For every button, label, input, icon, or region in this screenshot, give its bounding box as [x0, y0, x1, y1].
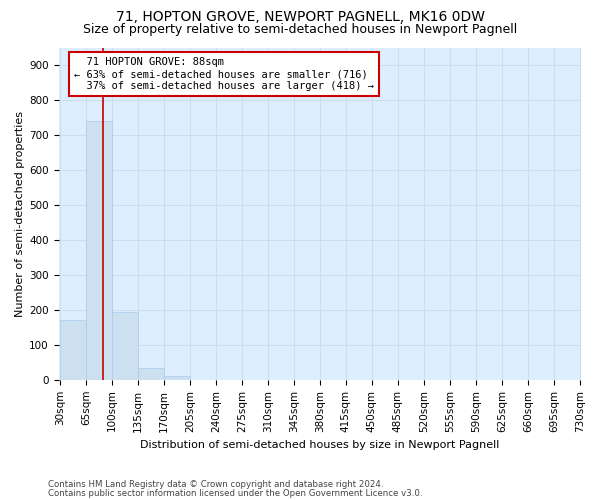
Bar [86, 121, 112, 380]
Bar [112, 312, 138, 380]
Text: Contains HM Land Registry data © Crown copyright and database right 2024.: Contains HM Land Registry data © Crown c… [48, 480, 383, 489]
Text: Contains public sector information licensed under the Open Government Licence v3: Contains public sector information licen… [48, 488, 422, 498]
Text: 71, HOPTON GROVE, NEWPORT PAGNELL, MK16 0DW: 71, HOPTON GROVE, NEWPORT PAGNELL, MK16 … [115, 10, 485, 24]
Y-axis label: Number of semi-detached properties: Number of semi-detached properties [15, 110, 25, 316]
Text: 71 HOPTON GROVE: 88sqm
← 63% of semi-detached houses are smaller (716)
  37% of : 71 HOPTON GROVE: 88sqm ← 63% of semi-det… [74, 58, 374, 90]
Bar [60, 320, 86, 380]
X-axis label: Distribution of semi-detached houses by size in Newport Pagnell: Distribution of semi-detached houses by … [140, 440, 500, 450]
Bar [164, 376, 190, 380]
Text: Size of property relative to semi-detached houses in Newport Pagnell: Size of property relative to semi-detach… [83, 22, 517, 36]
Bar [138, 368, 164, 380]
